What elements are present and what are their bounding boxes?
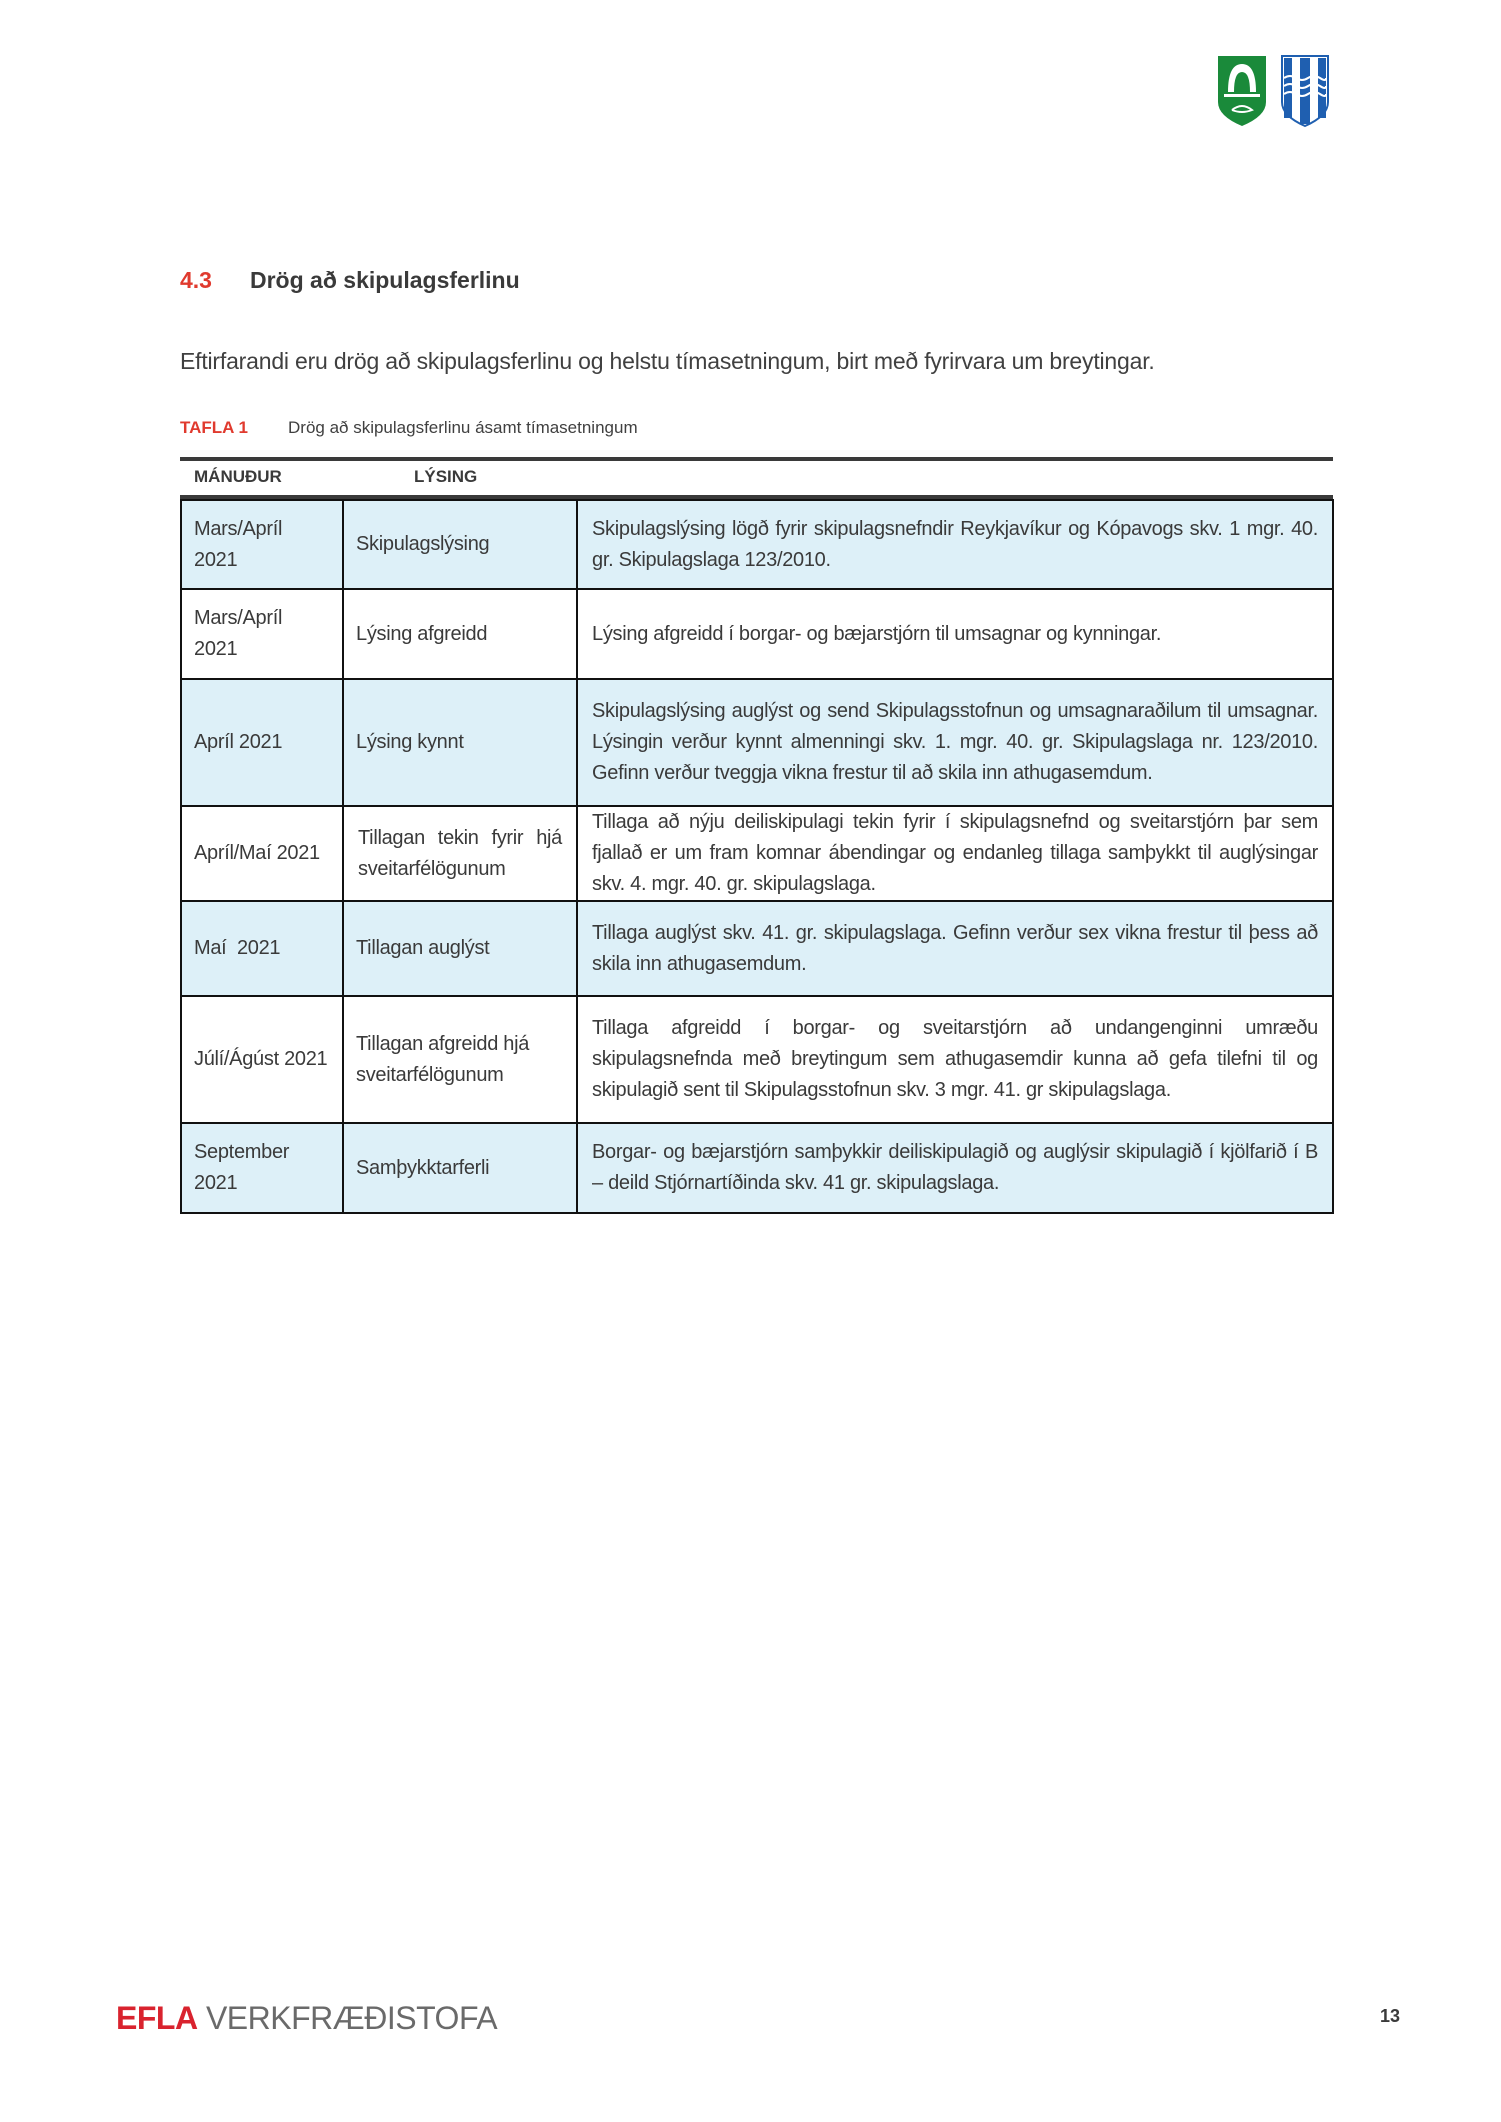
column-header-month: MÁNUÐUR <box>194 467 282 486</box>
schedule-table: Mars/Apríl 2021 Skipulagslýsing Skipulag… <box>180 499 1334 1214</box>
description-cell: Skipulagslýsing auglýst og send Skipulag… <box>576 678 1334 807</box>
description-cell: Lýsing afgreidd í borgar- og bæjarstjórn… <box>576 588 1334 680</box>
description-cell: Tillaga auglýst skv. 41. gr. skipulagsla… <box>576 900 1334 997</box>
table-caption: TAFLA 1 Drög að skipulagsferlinu ásamt tí… <box>180 418 638 438</box>
section-number: 4.3 <box>180 267 212 293</box>
table-row: Júlí/Ágúst 2021 Tillagan afgreidd hjá sv… <box>180 995 1334 1124</box>
page-number: 13 <box>1380 2006 1401 2026</box>
table-row: Mars/Apríl 2021 Skipulagslýsing Skipulag… <box>180 499 1334 590</box>
step-cell: Tillagan auglýst <box>342 900 578 997</box>
month-cell: Apríl/Maí 2021 <box>180 805 344 902</box>
description-cell: Tillaga afgreidd í borgar- og sveitarstj… <box>576 995 1334 1124</box>
description-cell: Skipulagslýsing lögð fyrir skipulagsnefn… <box>576 499 1334 590</box>
table-caption-label: TAFLA 1 <box>180 418 248 437</box>
table-row: Apríl/Maí 2021 Tillagan tekin fyrir hjá … <box>180 805 1334 902</box>
description-cell: Borgar- og bæjarstjórn samþykkir deilisk… <box>576 1122 1334 1214</box>
step-cell: Tillagan afgreidd hjá sveitarfélögunum <box>342 995 578 1124</box>
efla-logo: EFLA VERKFRÆÐISTOFA <box>116 2000 498 2037</box>
month-cell: Mars/Apríl 2021 <box>180 588 344 680</box>
month-cell: Maí 2021 <box>180 900 344 997</box>
step-cell: Samþykktarferli <box>342 1122 578 1214</box>
intro-paragraph: Eftirfarandi eru drög að skipulagsferlin… <box>180 348 1155 374</box>
table-row: Apríl 2021 Lýsing kynnt Skipulagslýsing … <box>180 678 1334 807</box>
section-heading: 4.3 Drög að skipulagsferlinu <box>180 267 520 294</box>
step-cell: Skipulagslýsing <box>342 499 578 590</box>
description-cell: Tillaga að nýju deiliskipulagi tekin fyr… <box>576 805 1334 902</box>
table-top-rule <box>180 457 1333 461</box>
step-cell: Lýsing afgreidd <box>342 588 578 680</box>
table-row: Maí 2021 Tillagan auglýst Tillaga auglýs… <box>180 900 1334 997</box>
efla-logo-mark: EFLA <box>116 2000 198 2036</box>
header-logos <box>1216 54 1330 128</box>
table-caption-text: Drög að skipulagsferlinu ásamt tímasetni… <box>288 418 638 437</box>
month-cell: Mars/Apríl 2021 <box>180 499 344 590</box>
month-cell: September 2021 <box>180 1122 344 1214</box>
month-cell: Apríl 2021 <box>180 678 344 807</box>
efla-logo-text: VERKFRÆÐISTOFA <box>197 2000 498 2036</box>
green-crest-logo <box>1218 56 1266 126</box>
table-row: Mars/Apríl 2021 Lýsing afgreidd Lýsing a… <box>180 588 1334 680</box>
step-cell: Lýsing kynnt <box>342 678 578 807</box>
table-header-rule <box>180 495 1333 499</box>
step-cell: Tillagan tekin fyrir hjá sveitarfélögunu… <box>342 805 578 902</box>
section-title: Drög að skipulagsferlinu <box>250 267 520 293</box>
month-cell: Júlí/Ágúst 2021 <box>180 995 344 1124</box>
table-row: September 2021 Samþykktarferli Borgar- o… <box>180 1122 1334 1214</box>
blue-crest-logo <box>1281 55 1329 128</box>
column-header-description: LÝSING <box>414 467 478 486</box>
